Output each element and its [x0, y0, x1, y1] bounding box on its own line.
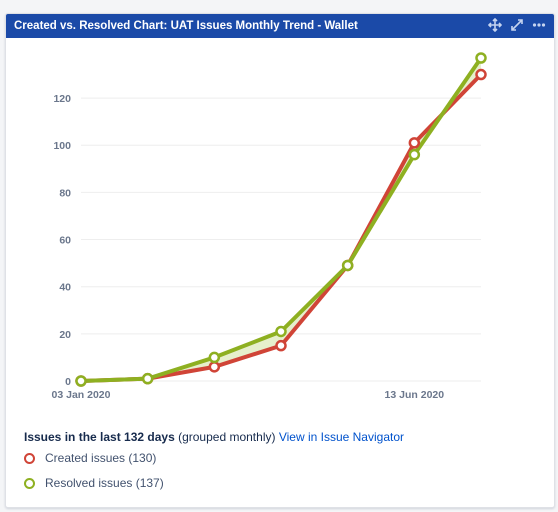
x-tick-label: 03 Jan 2020	[52, 389, 111, 401]
legend-item-created: Created issues (130)	[24, 450, 164, 466]
chart-summary: Issues in the last 132 days (grouped mon…	[24, 430, 404, 444]
chart-legend: Created issues (130) Resolved issues (13…	[24, 450, 164, 491]
y-tick-label: 120	[53, 93, 71, 105]
resolved-legend-marker	[24, 477, 35, 489]
summary-heading: Issues in the last 132 days	[24, 430, 175, 444]
y-tick-label: 80	[59, 187, 71, 199]
resolved-data-point	[275, 325, 287, 338]
resolved-data-point	[141, 372, 154, 385]
created-vs-resolved-gadget: Created vs. Resolved Chart: UAT Issues M…	[5, 13, 555, 508]
created-data-point	[408, 137, 421, 149]
y-tick-label: 20	[59, 329, 71, 341]
resolved-data-point	[208, 351, 221, 364]
created-data-point	[475, 68, 487, 81]
expand-icon[interactable]	[510, 18, 524, 32]
resolved-data-point	[475, 52, 487, 64]
view-in-issue-navigator-link[interactable]: View in Issue Navigator	[278, 430, 405, 444]
summary-grouping: (grouped monthly)	[178, 430, 276, 444]
y-tick-label: 0	[65, 376, 71, 388]
gadget-header-icons	[487, 17, 546, 33]
created-data-point	[208, 361, 221, 373]
resolved-data-point	[408, 148, 421, 161]
legend-item-resolved: Resolved issues (137)	[24, 475, 164, 491]
created-vs-resolved-chart: 0 20 40 60 80 100 120 03 Jan 2020 13 Jun 2020	[52, 52, 487, 401]
resolved-data-point	[341, 259, 354, 272]
y-tick-label: 60	[59, 235, 71, 247]
x-tick-label: 13 Jun 2020	[385, 389, 445, 401]
y-tick-label: 40	[59, 282, 71, 294]
created-legend-marker	[24, 452, 35, 464]
gadget-header: Created vs. Resolved Chart: UAT Issues M…	[6, 14, 554, 38]
gadget-title: Created vs. Resolved Chart: UAT Issues M…	[14, 20, 358, 32]
legend-label-created: Created issues (130)	[45, 451, 157, 465]
resolved-data-point	[75, 375, 87, 387]
more-options-icon[interactable]	[532, 18, 546, 32]
move-icon[interactable]	[487, 17, 503, 33]
legend-label-resolved: Resolved issues (137)	[45, 476, 164, 490]
y-tick-label: 100	[53, 140, 71, 152]
created-data-point	[275, 339, 287, 352]
